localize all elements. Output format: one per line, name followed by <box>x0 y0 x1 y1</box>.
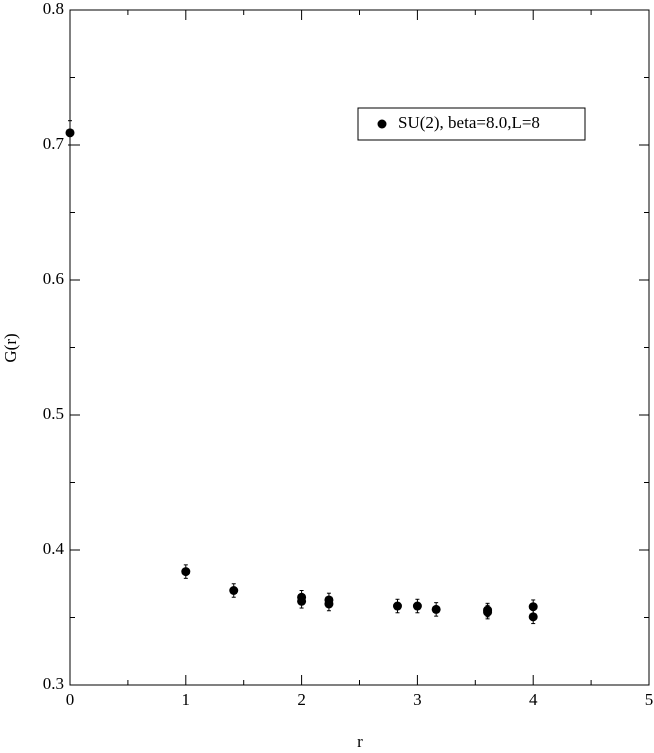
point <box>297 596 307 606</box>
point <box>392 601 402 611</box>
point <box>65 128 75 138</box>
point <box>412 601 422 611</box>
legend-label: SU(2), beta=8.0,L=8 <box>398 113 540 132</box>
x-tick-label: 4 <box>529 690 538 709</box>
point <box>431 604 441 614</box>
y-tick-label: 0.5 <box>43 404 64 423</box>
point <box>483 607 493 617</box>
y-tick-label: 0.6 <box>43 269 64 288</box>
point <box>229 586 239 595</box>
x-tick-label: 5 <box>645 690 654 709</box>
y-tick-label: 0.4 <box>43 539 65 558</box>
x-tick-label: 0 <box>66 690 75 709</box>
x-tick-label: 2 <box>297 690 306 709</box>
y-tick-label: 0.8 <box>43 0 64 18</box>
x-tick-label: 3 <box>413 690 422 709</box>
point <box>324 599 334 609</box>
y-tick-label: 0.3 <box>43 674 64 693</box>
legend-box <box>357 107 586 141</box>
legend-marker <box>377 119 387 129</box>
point <box>528 602 538 612</box>
x-axis-label: r <box>357 732 363 751</box>
y-tick-label: 0.7 <box>43 134 65 153</box>
y-axis-label: G(r) <box>1 333 20 362</box>
point <box>181 567 191 577</box>
x-tick-label: 1 <box>182 690 191 709</box>
point <box>528 612 538 622</box>
